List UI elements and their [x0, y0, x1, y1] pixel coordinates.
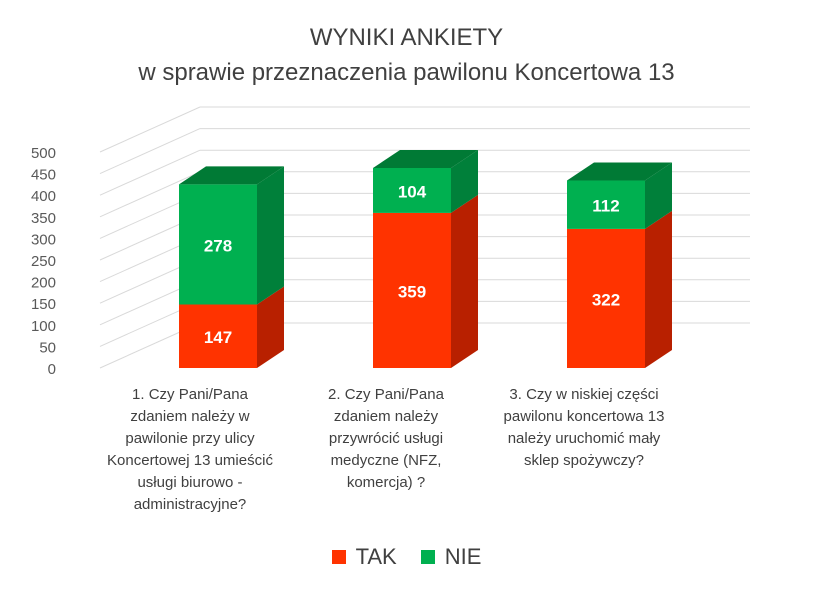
bar-nie-1	[179, 184, 257, 305]
bar-top-nie-3	[567, 162, 672, 181]
y-tick-label: 300	[31, 231, 56, 248]
legend-label-nie: NIE	[444, 544, 482, 569]
data-label-tak-1: 147	[204, 328, 232, 347]
data-label-nie-3: 112	[592, 197, 619, 216]
bar-side-nie-2	[451, 149, 478, 213]
gridline-side-500	[99, 106, 201, 153]
y-tick-label: 400	[31, 188, 56, 205]
category-label-2: 2. Czy Pani/Pana zdaniem należy przywróc…	[328, 386, 444, 491]
chart-title: WYNIKI ANKIETY	[309, 24, 504, 51]
y-tick-label: 200	[31, 275, 56, 292]
legend-swatch-tak	[331, 550, 346, 564]
bar-tak-2	[373, 212, 451, 368]
y-tick-label: 150	[31, 296, 56, 313]
data-label-nie-2: 104	[398, 182, 427, 201]
bar-side-tak-3	[645, 210, 672, 368]
bar-side-nie-3	[645, 162, 672, 229]
legend: TAK NIE	[0, 544, 813, 570]
gridline-side-450	[99, 128, 201, 175]
bar-side-nie-1	[257, 166, 284, 305]
legend-swatch-nie	[420, 550, 435, 564]
data-label-tak-2: 359	[398, 282, 426, 301]
y-tick-label: 500	[31, 145, 56, 162]
gridline-side-400	[99, 149, 201, 196]
category-label-1: 1. Czy Pani/Pana zdaniem należy w pawilo…	[107, 386, 273, 513]
y-tick-label: 350	[31, 210, 56, 227]
bar-top-nie-1	[179, 166, 284, 185]
bar-side-tak-2	[451, 194, 478, 368]
legend-label-tak: TAK	[355, 544, 397, 569]
data-label-tak-3: 322	[592, 290, 620, 309]
y-tick-label: 450	[31, 167, 56, 184]
y-tick-label: 50	[39, 339, 56, 356]
y-tick-label: 0	[48, 361, 56, 378]
bar-nie-2	[373, 167, 451, 213]
y-tick-label: 100	[31, 318, 56, 335]
gridline-side-350	[99, 171, 201, 218]
bar-top-nie-2	[373, 149, 478, 168]
bar-nie-3	[567, 180, 645, 229]
bar-tak-1	[179, 304, 257, 368]
legend-item-nie: NIE	[420, 544, 482, 570]
legend-item-tak: TAK	[331, 544, 397, 570]
bar-tak-3	[567, 228, 645, 368]
y-tick-label: 250	[31, 253, 56, 270]
data-label-nie-1: 278	[204, 236, 232, 255]
category-label-3: 3. Czy w niskiej części pawilonu koncert…	[503, 386, 665, 469]
bar-side-tak-1	[257, 286, 284, 368]
chart-subtitle: w sprawie przeznaczenia pawilonu Koncert…	[138, 59, 675, 86]
